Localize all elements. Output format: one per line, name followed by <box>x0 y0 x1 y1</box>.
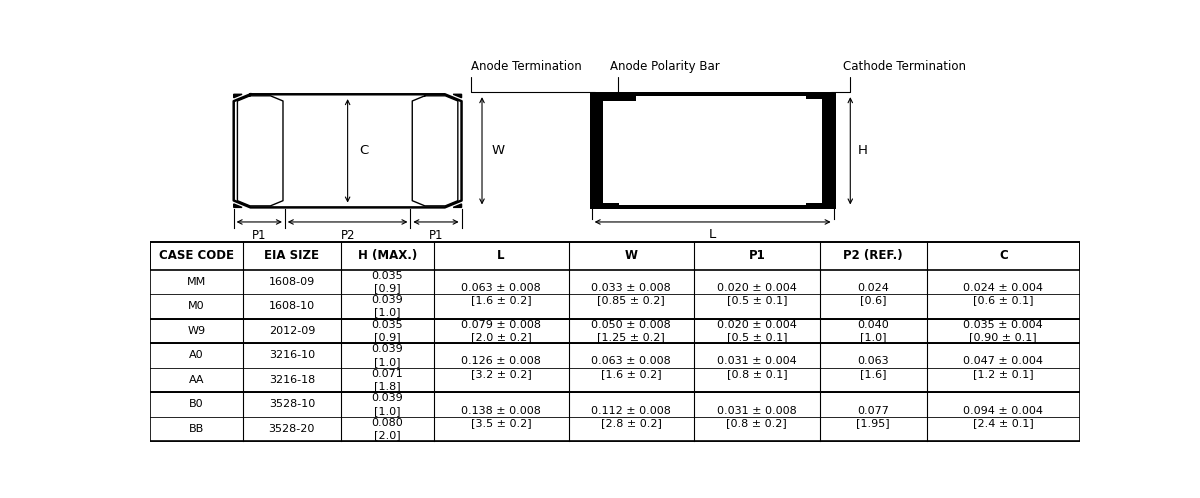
Text: H: H <box>858 144 868 157</box>
Bar <box>150 242 1080 269</box>
Text: L: L <box>709 228 716 241</box>
Text: B0: B0 <box>190 399 204 409</box>
Text: W: W <box>491 144 504 157</box>
Text: P1: P1 <box>428 229 443 242</box>
Text: W9: W9 <box>187 326 205 336</box>
Text: A0: A0 <box>190 351 204 361</box>
Text: 0.126 ± 0.008
[3.2 ± 0.2]: 0.126 ± 0.008 [3.2 ± 0.2] <box>461 357 541 379</box>
Text: 0.033 ± 0.008
[0.85 ± 0.2]: 0.033 ± 0.008 [0.85 ± 0.2] <box>592 283 671 305</box>
Text: 0.079 ± 0.008
[2.0 ± 0.2]: 0.079 ± 0.008 [2.0 ± 0.2] <box>461 320 541 342</box>
Text: CASE CODE: CASE CODE <box>158 249 234 262</box>
Text: 3528-20: 3528-20 <box>269 424 316 434</box>
Text: 0.024
[0.6]: 0.024 [0.6] <box>857 283 889 305</box>
Text: 0.071
[1.8]: 0.071 [1.8] <box>371 369 403 391</box>
Bar <box>592 94 636 101</box>
Text: C: C <box>359 144 368 157</box>
Text: Anode Polarity Bar: Anode Polarity Bar <box>611 60 720 73</box>
Text: 0.039
[1.0]: 0.039 [1.0] <box>371 295 403 318</box>
Text: 0.050 ± 0.008
[1.25 ± 0.2]: 0.050 ± 0.008 [1.25 ± 0.2] <box>592 320 671 342</box>
Text: 0.112 ± 0.008
[2.8 ± 0.2]: 0.112 ± 0.008 [2.8 ± 0.2] <box>592 405 671 428</box>
Text: 3216-18: 3216-18 <box>269 375 314 385</box>
Text: P2: P2 <box>341 229 355 242</box>
Polygon shape <box>454 204 462 207</box>
Bar <box>822 94 834 207</box>
Text: 0.024 ± 0.004
[0.6 ± 0.1]: 0.024 ± 0.004 [0.6 ± 0.1] <box>964 283 1043 305</box>
Text: 0.031 ± 0.004
[0.8 ± 0.1]: 0.031 ± 0.004 [0.8 ± 0.1] <box>716 357 797 379</box>
Polygon shape <box>234 204 242 207</box>
Text: EIA SIZE: EIA SIZE <box>264 249 319 262</box>
Text: 0.031 ± 0.008
[0.8 ± 0.2]: 0.031 ± 0.008 [0.8 ± 0.2] <box>716 405 797 428</box>
Text: 1608-10: 1608-10 <box>269 301 314 311</box>
Text: P1: P1 <box>749 249 766 262</box>
Bar <box>592 94 834 207</box>
Bar <box>805 94 834 99</box>
Text: 2012-09: 2012-09 <box>269 326 316 336</box>
Text: AA: AA <box>188 375 204 385</box>
Text: 0.039
[1.0]: 0.039 [1.0] <box>371 393 403 416</box>
Text: P2 (REF.): P2 (REF.) <box>844 249 902 262</box>
Text: 0.077
[1.95]: 0.077 [1.95] <box>857 405 890 428</box>
Bar <box>150 242 1080 441</box>
Text: 0.020 ± 0.004
[0.5 ± 0.1]: 0.020 ± 0.004 [0.5 ± 0.1] <box>716 283 797 305</box>
Text: 0.047 ± 0.004
[1.2 ± 0.1]: 0.047 ± 0.004 [1.2 ± 0.1] <box>964 357 1043 379</box>
Text: 0.063 ± 0.008
[1.6 ± 0.2]: 0.063 ± 0.008 [1.6 ± 0.2] <box>461 283 541 305</box>
Text: 1608-09: 1608-09 <box>269 277 314 287</box>
Text: H (MAX.): H (MAX.) <box>358 249 416 262</box>
Text: 0.063
[1.6]: 0.063 [1.6] <box>857 357 889 379</box>
Text: MM: MM <box>187 277 206 287</box>
Bar <box>592 94 834 207</box>
Text: 0.039
[1.0]: 0.039 [1.0] <box>371 344 403 367</box>
Text: L: L <box>497 249 505 262</box>
Text: 0.063 ± 0.008
[1.6 ± 0.2]: 0.063 ± 0.008 [1.6 ± 0.2] <box>592 357 671 379</box>
Polygon shape <box>454 94 462 98</box>
Text: Cathode Termination: Cathode Termination <box>842 60 966 73</box>
Text: C: C <box>998 249 1008 262</box>
Bar <box>592 94 602 207</box>
Text: 0.138 ± 0.008
[3.5 ± 0.2]: 0.138 ± 0.008 [3.5 ± 0.2] <box>461 405 541 428</box>
Bar <box>805 203 834 207</box>
Text: 0.035 ± 0.004
[0.90 ± 0.1]: 0.035 ± 0.004 [0.90 ± 0.1] <box>964 320 1043 342</box>
Text: 0.080
[2.0]: 0.080 [2.0] <box>371 418 403 440</box>
Text: Anode Termination: Anode Termination <box>470 60 582 73</box>
Text: 0.020 ± 0.004
[0.5 ± 0.1]: 0.020 ± 0.004 [0.5 ± 0.1] <box>716 320 797 342</box>
Bar <box>592 203 618 207</box>
Text: 0.035
[0.9]: 0.035 [0.9] <box>371 270 403 293</box>
Text: 3528-10: 3528-10 <box>269 399 314 409</box>
Text: W: W <box>625 249 637 262</box>
Text: 0.040
[1.0]: 0.040 [1.0] <box>857 320 889 342</box>
Text: BB: BB <box>188 424 204 434</box>
Text: 0.094 ± 0.004
[2.4 ± 0.1]: 0.094 ± 0.004 [2.4 ± 0.1] <box>964 405 1043 428</box>
Text: M0: M0 <box>188 301 205 311</box>
Text: 3216-10: 3216-10 <box>269 351 314 361</box>
Text: 0.035
[0.9]: 0.035 [0.9] <box>371 320 403 342</box>
Text: P1: P1 <box>252 229 266 242</box>
Polygon shape <box>234 94 242 98</box>
